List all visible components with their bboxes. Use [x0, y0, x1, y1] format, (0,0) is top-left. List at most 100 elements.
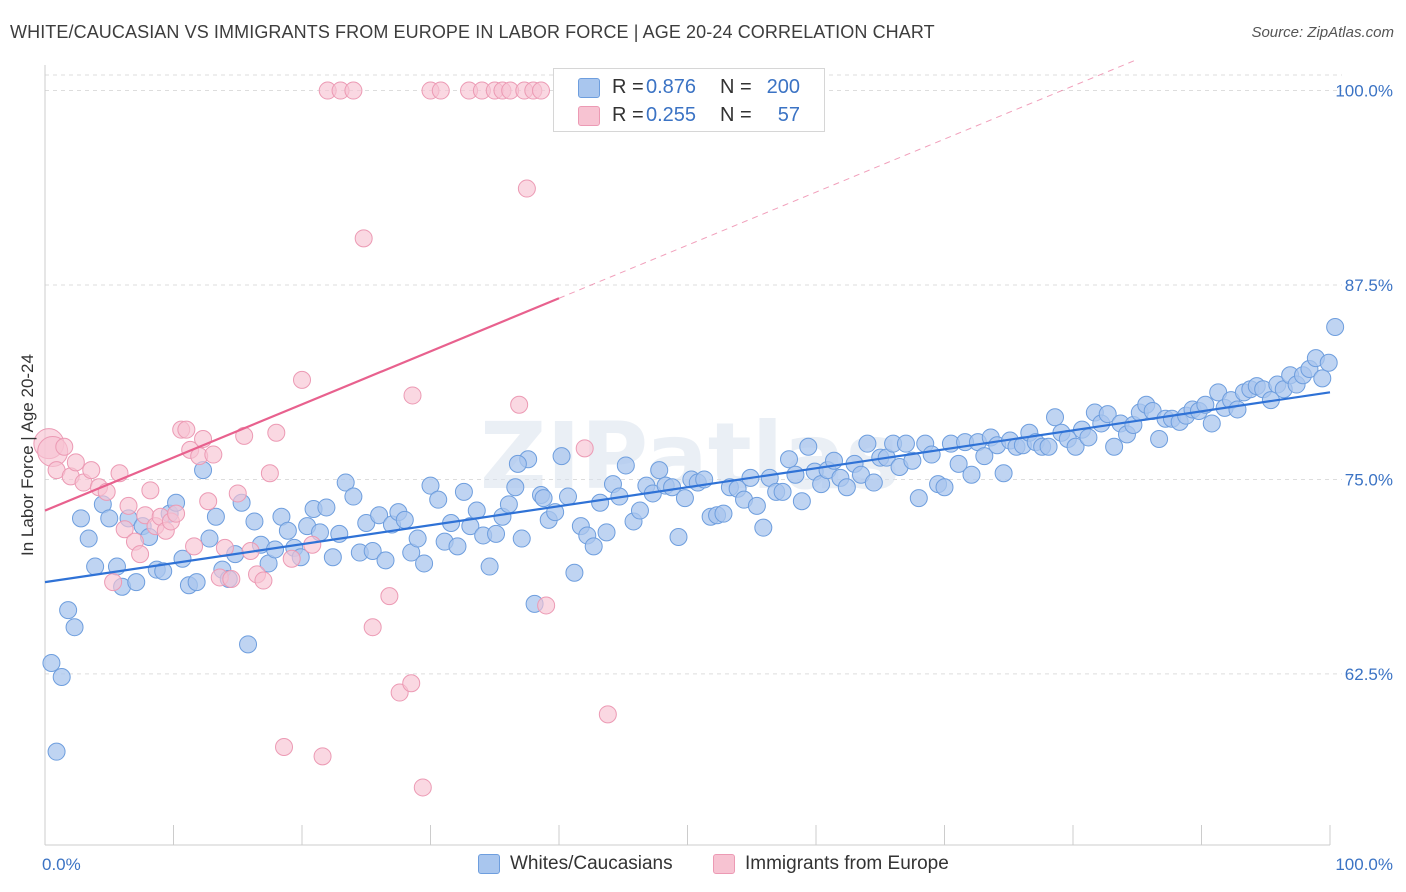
data-point-immigrants [104, 573, 123, 592]
source-credit: Source: ZipAtlas.com [1251, 24, 1394, 41]
data-point-whites [127, 573, 146, 592]
data-point-whites [935, 478, 954, 497]
data-point-whites [962, 465, 981, 484]
legend-label: Whites/Caucasians [510, 853, 673, 874]
data-point-whites [200, 529, 219, 548]
data-point-whites [786, 465, 805, 484]
correlation-legend: R = 0.876 N = 200 R = 0.255 N = 57 [553, 68, 825, 132]
data-point-whites [154, 562, 173, 581]
data-point-whites [858, 434, 877, 453]
x-tick-label: 100.0% [1335, 855, 1393, 874]
data-point-immigrants [55, 437, 74, 456]
data-point-whites [1326, 318, 1345, 336]
data-point-immigrants [293, 370, 311, 389]
r-value: 0.876 [646, 76, 697, 98]
data-point-whites [512, 529, 531, 548]
data-point-whites [975, 447, 994, 466]
data-point-immigrants [380, 587, 399, 606]
data-point-immigrants [363, 618, 382, 637]
data-point-whites [344, 487, 363, 506]
data-point-immigrants [413, 778, 432, 797]
data-point-immigrants [177, 420, 196, 439]
data-point-whites [506, 478, 525, 497]
data-point-whites [278, 521, 297, 540]
data-point-whites [565, 563, 584, 582]
r-label: R = [612, 104, 644, 126]
data-point-whites [675, 489, 694, 508]
data-point-whites [909, 489, 928, 508]
data-point-whites [363, 542, 382, 560]
data-point-whites [1313, 369, 1332, 388]
data-point-whites [792, 492, 811, 511]
y-tick-label: 100.0% [1335, 82, 1393, 101]
data-point-whites [187, 573, 206, 592]
trend-lines [44, 58, 1331, 584]
data-point-whites [508, 454, 527, 473]
y-tick-label: 87.5% [1345, 276, 1393, 295]
y-axis-label: In Labor Force | Age 20-24 [18, 354, 37, 556]
data-point-whites [454, 482, 473, 501]
data-point-immigrants [275, 738, 294, 756]
legend-swatch-pink [713, 854, 735, 874]
data-point-whites [79, 529, 98, 548]
data-point-immigrants [185, 537, 204, 556]
data-point-immigrants [354, 229, 373, 248]
data-point-whites [47, 742, 66, 761]
data-point-whites [1319, 353, 1338, 372]
r-value: 0.255 [646, 104, 697, 126]
data-point-whites [395, 510, 414, 529]
legend-swatch-pink [578, 106, 600, 126]
data-point-immigrants [431, 81, 450, 100]
data-point-immigrants [313, 747, 332, 766]
data-point-whites [754, 518, 773, 537]
data-point-whites [461, 517, 480, 536]
data-point-whites [552, 447, 571, 466]
data-point-whites [1105, 437, 1124, 456]
data-point-whites [747, 496, 766, 515]
data-point-whites [650, 461, 669, 480]
legend-row-whites: R = 0.876 N = 200 [554, 73, 824, 101]
data-point-whites [499, 495, 518, 514]
data-point-whites [1098, 405, 1117, 424]
data-point-whites [429, 490, 448, 509]
legend-label: Immigrants from Europe [745, 853, 949, 874]
data-point-whites [864, 473, 883, 492]
series-whites-caucasians [42, 318, 1345, 761]
data-point-immigrants [115, 520, 134, 539]
data-point-whites [323, 548, 342, 567]
data-point-whites [206, 507, 225, 526]
data-point-whites [669, 528, 688, 546]
data-point-immigrants [267, 423, 286, 442]
data-point-whites [448, 537, 467, 556]
data-point-whites [336, 473, 355, 492]
data-point-whites [480, 557, 499, 576]
legend-row-immigrants: R = 0.255 N = 57 [554, 101, 824, 129]
data-point-whites [487, 524, 506, 543]
series-legend: Whites/Caucasians Immigrants from Europe [0, 852, 1406, 876]
data-point-whites [65, 618, 84, 637]
data-point-whites [922, 445, 941, 464]
data-point-whites [245, 512, 264, 531]
data-point-whites [1046, 408, 1065, 427]
data-point-immigrants [537, 596, 556, 615]
data-point-whites [376, 551, 395, 570]
data-point-immigrants [222, 570, 241, 588]
data-point-whites [591, 493, 610, 512]
n-label: N = [720, 104, 752, 126]
data-point-whites [421, 476, 440, 495]
data-point-whites [100, 509, 119, 528]
data-point-whites [408, 529, 427, 548]
data-point-whites [1228, 400, 1247, 419]
data-point-whites [799, 437, 818, 456]
data-point-whites [896, 434, 915, 453]
r-label: R = [612, 76, 644, 98]
data-point-immigrants [131, 545, 150, 564]
data-point-whites [780, 450, 799, 469]
data-point-whites [317, 498, 336, 517]
data-point-immigrants [119, 496, 138, 515]
data-point-whites [903, 451, 922, 470]
data-point-immigrants [598, 705, 617, 724]
n-value: 57 [777, 104, 800, 126]
data-point-whites [42, 654, 61, 672]
n-label: N = [720, 76, 752, 98]
